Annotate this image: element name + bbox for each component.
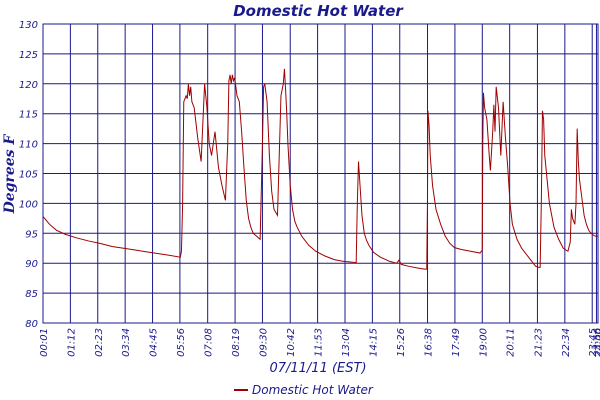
x-tick-label: 13:04 [341,328,352,357]
series-line-domestic-hot-water [42,68,598,270]
x-tick-label: 04:45 [149,328,160,357]
x-tick-label: 21:23 [533,328,544,357]
x-tick-label: 07:08 [204,328,215,357]
x-tick-label: 20:11 [506,328,517,357]
y-tick-label: 85 [25,289,38,300]
x-tick-label: 01:12 [66,328,77,357]
x-axis-label: 07/11/11 (EST) [269,361,366,376]
y-tick-label: 90 [25,259,38,270]
x-tick-label: 00:01 [39,328,50,357]
x-tick-label: 17:49 [451,328,462,357]
chart-title: Domestic Hot Water [233,2,404,20]
y-tick-label: 95 [25,229,38,240]
x-tick-label: 14:15 [368,328,379,357]
x-tick-label: 22:34 [561,328,572,357]
legend-label: Domestic Hot Water [252,383,374,397]
y-tick-label: 115 [19,110,38,121]
y-axis-label: Degrees F [2,134,18,215]
x-tick-label: 16:38 [424,328,435,357]
x-tick-label: 03:34 [121,328,132,357]
y-tick-label: 120 [19,80,38,91]
y-tick-label: 100 [19,199,38,210]
x-tick-label: 19:00 [478,328,489,357]
x-tick-label: 10:42 [286,328,297,357]
y-tick-label: 130 [19,20,38,31]
x-tick-label: 08:19 [231,328,242,357]
y-tick-label: 105 [19,170,38,181]
x-tick-label: 11:53 [314,328,325,357]
x-tick-label: 23:45 [588,328,599,357]
x-tick-label: 02:23 [94,328,105,357]
y-tick-label: 125 [19,50,38,61]
x-tick-labels: 00:01 01:12 02:23 03:34 04:45 05:56 07:08 08:19… [39,328,600,357]
y-tick-labels: 80 85 90 95 100 105 110 115 120 125 130 [19,20,38,330]
x-tick-label: 23:56 [592,328,600,357]
x-tick-label: 15:26 [396,328,407,357]
x-tick-label: 05:56 [176,328,187,357]
grid [42,23,599,324]
y-tick-label: 110 [19,140,38,151]
x-tick-label: 24:00 [594,328,600,357]
x-tick-label: 09:30 [258,328,269,357]
legend: Domestic Hot Water [234,383,374,397]
plot-frame [42,23,599,324]
y-tick-label: 80 [25,319,38,330]
